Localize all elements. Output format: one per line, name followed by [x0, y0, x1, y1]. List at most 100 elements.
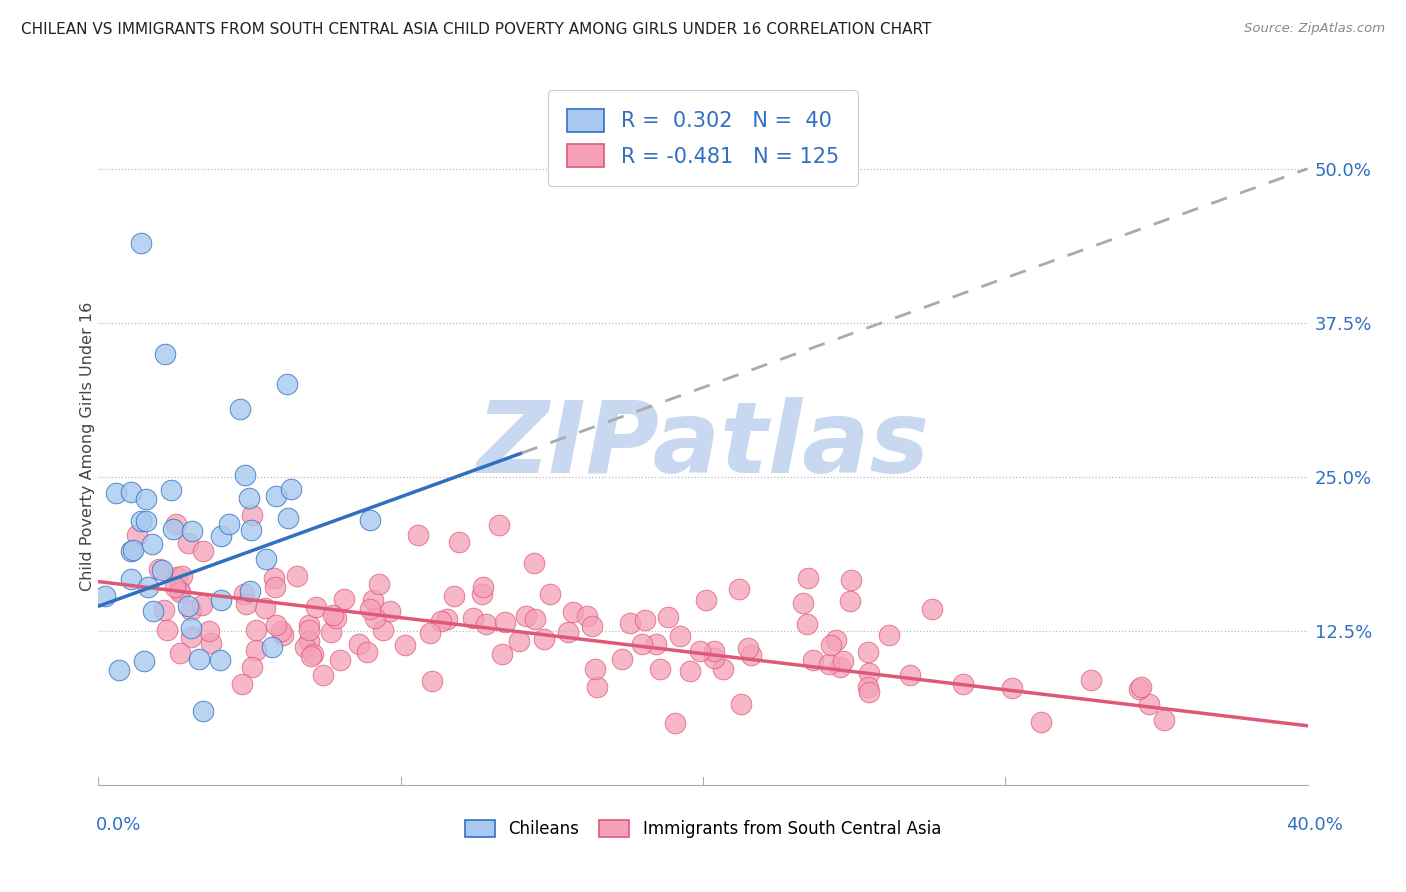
Point	[120, 485, 142, 500]
Point	[1137, 697, 1160, 711]
Point	[260, 640, 283, 654]
Point	[515, 608, 537, 623]
Point	[104, 485, 127, 500]
Point	[187, 651, 209, 665]
Text: ZIPatlas: ZIPatlas	[477, 398, 929, 494]
Point	[165, 516, 187, 531]
Point	[679, 664, 702, 678]
Point	[329, 653, 352, 667]
Point	[298, 623, 321, 637]
Point	[160, 483, 183, 498]
Point	[231, 676, 253, 690]
Point	[494, 615, 516, 629]
Point	[380, 605, 402, 619]
Point	[153, 603, 176, 617]
Point	[669, 629, 692, 643]
Point	[359, 602, 381, 616]
Point	[394, 638, 416, 652]
Point	[583, 662, 606, 676]
Point	[135, 514, 157, 528]
Point	[209, 529, 232, 543]
Point	[191, 543, 214, 558]
Point	[581, 619, 603, 633]
Point	[820, 638, 842, 652]
Point	[276, 377, 298, 392]
Point	[129, 235, 152, 250]
Point	[312, 668, 335, 682]
Point	[163, 580, 186, 594]
Point	[952, 676, 974, 690]
Point	[235, 597, 257, 611]
Point	[136, 581, 159, 595]
Point	[472, 580, 495, 594]
Point	[121, 542, 143, 557]
Point	[125, 527, 148, 541]
Point	[263, 581, 285, 595]
Point	[209, 592, 232, 607]
Text: 0.0%: 0.0%	[96, 816, 141, 834]
Point	[471, 587, 494, 601]
Point	[167, 583, 190, 598]
Point	[538, 587, 561, 601]
Point	[285, 568, 308, 582]
Point	[240, 523, 263, 537]
Point	[162, 523, 184, 537]
Text: CHILEAN VS IMMIGRANTS FROM SOUTH CENTRAL ASIA CHILD POVERTY AMONG GIRLS UNDER 16: CHILEAN VS IMMIGRANTS FROM SOUTH CENTRAL…	[21, 22, 931, 37]
Point	[270, 624, 292, 638]
Point	[1128, 681, 1150, 696]
Point	[796, 616, 818, 631]
Point	[132, 654, 155, 668]
Point	[135, 491, 157, 506]
Point	[1001, 681, 1024, 695]
Point	[839, 594, 862, 608]
Point	[319, 624, 342, 639]
Point	[610, 652, 633, 666]
Point	[703, 650, 725, 665]
Point	[406, 527, 429, 541]
Point	[523, 556, 546, 570]
Point	[371, 623, 394, 637]
Point	[877, 627, 900, 641]
Point	[475, 617, 498, 632]
Point	[107, 663, 129, 677]
Point	[200, 635, 222, 649]
Point	[240, 660, 263, 674]
Point	[817, 657, 839, 672]
Point	[801, 653, 824, 667]
Point	[858, 684, 880, 698]
Point	[94, 589, 117, 603]
Point	[740, 648, 762, 663]
Point	[443, 589, 465, 603]
Point	[299, 649, 322, 664]
Point	[436, 612, 458, 626]
Point	[1153, 713, 1175, 727]
Point	[792, 596, 814, 610]
Text: 40.0%: 40.0%	[1286, 816, 1343, 834]
Point	[254, 600, 277, 615]
Point	[153, 346, 176, 360]
Point	[825, 632, 848, 647]
Point	[298, 618, 321, 632]
Point	[832, 654, 855, 668]
Point	[695, 593, 717, 607]
Point	[148, 562, 170, 576]
Point	[256, 552, 278, 566]
Point	[169, 584, 191, 599]
Point	[356, 645, 378, 659]
Point	[271, 628, 294, 642]
Point	[141, 537, 163, 551]
Point	[333, 592, 356, 607]
Point	[533, 632, 555, 646]
Y-axis label: Child Poverty Among Girls Under 16: Child Poverty Among Girls Under 16	[80, 301, 94, 591]
Point	[858, 666, 880, 681]
Point	[921, 602, 943, 616]
Point	[181, 524, 204, 538]
Point	[839, 573, 862, 587]
Point	[142, 604, 165, 618]
Point	[727, 582, 749, 596]
Point	[325, 610, 347, 624]
Point	[120, 544, 142, 558]
Point	[488, 518, 510, 533]
Point	[576, 608, 599, 623]
Point	[561, 605, 583, 619]
